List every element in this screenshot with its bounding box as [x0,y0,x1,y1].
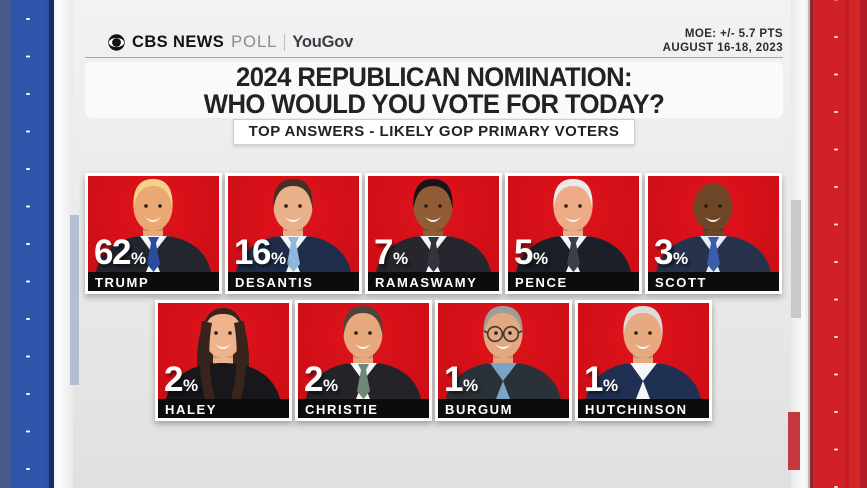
title-line-1: 2024 REPUBLICAN NOMINATION: [235,62,633,92]
percentage-label: 7% [374,235,408,270]
percentage-label: 16% [234,235,286,270]
percent-sign: % [182,376,199,395]
candidate-photo [88,176,219,272]
candidate-card: 2% HALEY [155,300,292,421]
percentage-value: 2 [304,360,323,399]
percentage-label: 1% [584,362,618,397]
logo-divider [284,34,286,51]
left-edge-tab [70,215,79,385]
left-blue-pillar [0,0,57,488]
percentage-label: 2% [304,362,338,397]
left-edge-highlight [57,0,73,488]
percent-sign: % [462,376,479,395]
percentage-value: 16 [234,233,271,272]
percentage-value: 5 [514,233,533,272]
candidate-card: 1% HUTCHINSON [575,300,712,421]
percentage-value: 1 [584,360,603,399]
right-pillar-rivets [832,0,840,488]
yougov-wordmark: YouGov [292,33,354,51]
candidate-name: HALEY [158,399,289,418]
percentage-value: 62 [94,233,131,272]
candidate-name: RAMASWAMY [368,272,499,291]
candidates-row-1: 62% TRUMP 16% DESANTIS 7% RAMASWAMY 5% P… [85,173,782,294]
percent-sign: % [322,376,339,395]
right-edge-red-sliver [788,412,800,470]
percentage-label: 5% [514,235,548,270]
candidate-photo [648,176,779,272]
title-line-2: WHO WOULD YOU VOTE FOR TODAY? [203,88,665,119]
logo-lockup: CBS NEWS POLL YouGov [108,33,353,52]
candidate-photo [578,303,709,399]
percent-sign: % [672,249,689,268]
candidate-name: DESANTIS [228,272,359,291]
candidate-card: 16% DESANTIS [225,173,362,294]
poll-date-line: AUGUST 16-18, 2023 [662,41,783,54]
candidate-photo [228,176,359,272]
cbs-eye-icon [108,34,125,51]
percentage-label: 1% [444,362,478,397]
candidate-photo [158,303,289,399]
candidate-photo [438,303,569,399]
percentage-label: 3% [654,235,688,270]
left-pillar-rivets [24,0,32,488]
moe-line: MOE: +/- 5.7 PTS [684,28,783,40]
candidate-photo [368,176,499,272]
candidate-name: SCOTT [648,272,779,291]
candidate-card: 7% RAMASWAMY [365,173,502,294]
subtitle-badge: TOP ANSWERS - LIKELY GOP PRIMARY VOTERS [232,119,636,145]
candidate-photo [298,303,429,399]
candidate-name: BURGUM [438,399,569,418]
percentage-value: 1 [444,360,463,399]
candidate-card: 2% CHRISTIE [295,300,432,421]
percent-sign: % [130,249,147,268]
percentage-value: 3 [654,233,673,272]
candidate-card: 3% SCOTT [645,173,782,294]
candidate-name: HUTCHINSON [578,399,709,418]
candidate-name: PENCE [508,272,639,291]
candidate-name: CHRISTIE [298,399,429,418]
percent-sign: % [270,249,287,268]
percent-sign: % [602,376,619,395]
percentage-label: 62% [94,235,146,270]
candidate-photo [508,176,639,272]
cbs-news-wordmark: CBS NEWS [132,33,225,51]
percentage-label: 2% [164,362,198,397]
right-edge-tab [791,200,801,318]
percentage-value: 2 [164,360,183,399]
percent-sign: % [532,249,549,268]
candidate-card: 5% PENCE [505,173,642,294]
percent-sign: % [392,249,409,268]
candidate-card: 1% BURGUM [435,300,572,421]
poll-wordmark: POLL [231,33,278,51]
right-red-pillar [805,0,867,488]
header-divider-line [85,57,783,58]
candidate-card: 62% TRUMP [85,173,222,294]
percentage-value: 7 [374,233,393,272]
candidates-row-2: 2% HALEY 2% CHRISTIE 1% BURGUM 1% HUTCHI… [155,300,712,421]
moe-note: MOE: +/- 5.7 PTS AUGUST 16-18, 2023 [663,28,783,55]
subtitle-wrap: TOP ANSWERS - LIKELY GOP PRIMARY VOTERS [85,119,783,145]
candidate-name: TRUMP [88,272,219,291]
title-panel: 2024 REPUBLICAN NOMINATION: WHO WOULD YO… [85,62,783,118]
